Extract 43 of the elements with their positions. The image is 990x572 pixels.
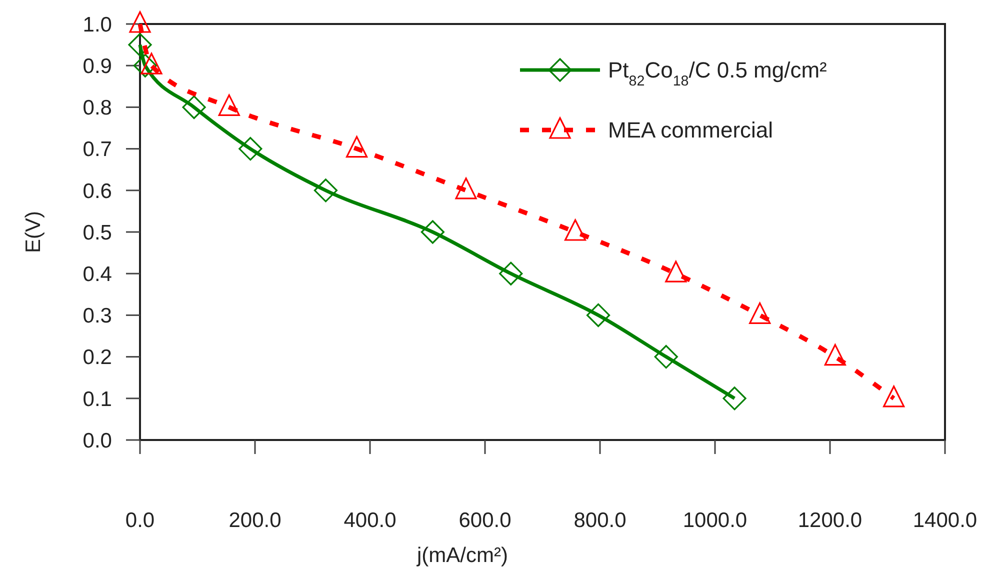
point — [722, 386, 746, 410]
y-tick-label: 0.9 — [82, 54, 112, 78]
point — [346, 136, 368, 158]
point — [420, 220, 444, 244]
y-tick-label: 0.1 — [82, 388, 112, 411]
point — [824, 344, 846, 366]
point — [654, 345, 678, 369]
x-tick-label: 0.0 — [125, 509, 155, 532]
y-axis-title: E(V) — [22, 211, 45, 253]
point — [218, 94, 240, 116]
x-tick-label: 1200.0 — [798, 509, 862, 532]
y-tick-label: 0.0 — [82, 429, 112, 452]
point — [665, 260, 687, 282]
y-tick-label: 0.8 — [82, 96, 112, 120]
x-axis-title: j(mA/cm²) — [416, 544, 508, 567]
point — [749, 302, 771, 324]
x-tick-label: 1000.0 — [682, 509, 748, 532]
legend-label: Pt$_{82}$Co$_{18}$/C 0.5 mg/cm² — [608, 58, 827, 90]
y-tick-label: 0.4 — [82, 262, 112, 286]
point — [314, 178, 338, 202]
x-tick-label: 800.0 — [574, 509, 626, 532]
y-tick-label: 1.0 — [82, 13, 112, 36]
x-tick-label: 400.0 — [344, 509, 396, 532]
y-tick-label: 0.2 — [82, 346, 112, 370]
point — [128, 33, 152, 57]
x-tick-label: 600.0 — [458, 509, 512, 532]
point — [182, 95, 206, 119]
x-tick-label: 200.0 — [228, 509, 282, 532]
point — [140, 52, 162, 74]
point — [133, 54, 157, 78]
legend-label: MEA commercial — [608, 118, 774, 143]
point — [238, 137, 262, 161]
point — [455, 178, 477, 200]
x-tick-label: 1400.0 — [912, 509, 978, 532]
y-tick-label: 0.5 — [82, 221, 112, 244]
point — [564, 219, 586, 241]
point — [129, 11, 151, 33]
point — [499, 262, 523, 286]
y-tick-label: 0.3 — [82, 304, 112, 328]
point — [586, 303, 610, 327]
point — [883, 386, 905, 408]
y-tick-label: 0.6 — [82, 180, 112, 203]
y-tick-label: 0.7 — [82, 138, 112, 162]
